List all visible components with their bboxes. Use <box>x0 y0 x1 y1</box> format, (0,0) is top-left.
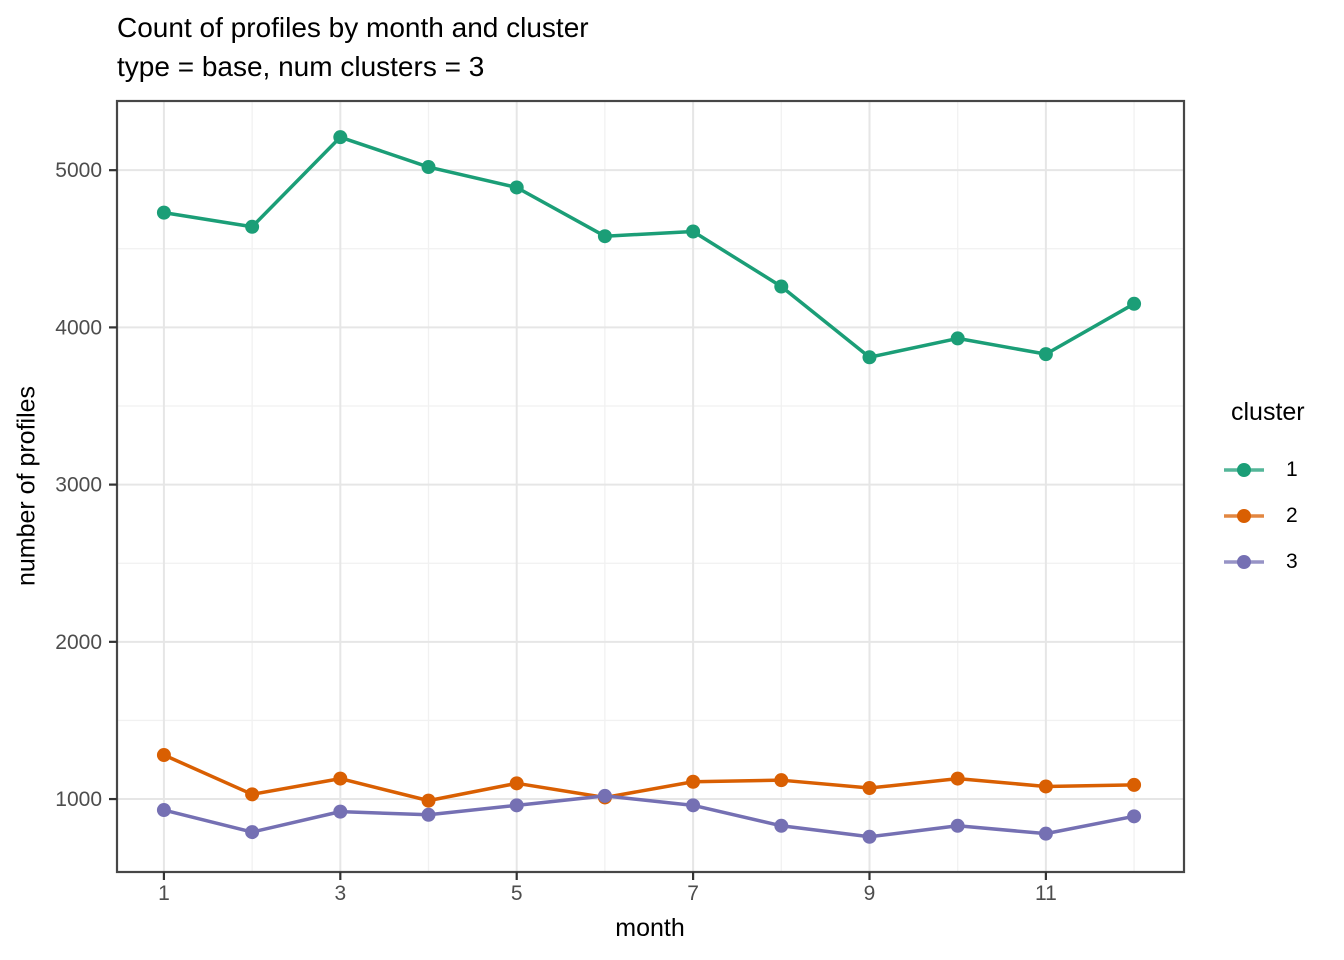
axis-tick-labels: 1 3 5 7 9 11 1000 2000 3000 4000 5000 <box>55 159 1057 905</box>
data-point <box>245 787 260 802</box>
y-tick-label: 3000 <box>55 474 102 497</box>
x-tick-label: 3 <box>334 882 346 905</box>
data-point <box>862 829 877 844</box>
y-tick-label: 4000 <box>55 316 102 339</box>
legend: cluster 1 2 3 <box>1224 398 1344 585</box>
series-line-2 <box>162 753 1136 803</box>
data-point <box>597 788 612 803</box>
legend-items: 1 2 3 <box>1224 447 1344 585</box>
data-point <box>509 798 524 813</box>
x-tick-label: 5 <box>511 882 523 905</box>
legend-title: cluster <box>1231 398 1305 426</box>
data-point <box>686 798 701 813</box>
data-point <box>156 748 171 763</box>
data-point <box>333 771 348 786</box>
series-1 <box>156 130 1142 365</box>
data-point <box>1038 347 1053 362</box>
series-line-1 <box>162 135 1136 360</box>
axis-ticks <box>109 169 1047 880</box>
legend-item-label: 3 <box>1286 550 1298 573</box>
data-point <box>1038 779 1053 794</box>
data-point <box>421 793 436 808</box>
data-point <box>950 771 965 786</box>
x-tick-label: 1 <box>158 882 170 905</box>
x-tick-label: 9 <box>864 882 876 905</box>
series-3 <box>156 788 1142 844</box>
grid-minor <box>117 101 1184 872</box>
data-point <box>1038 826 1053 841</box>
data-point <box>333 804 348 819</box>
data-point <box>774 773 789 788</box>
data-point <box>245 219 260 234</box>
y-tick-label: 2000 <box>55 631 102 654</box>
data-point <box>774 279 789 294</box>
data-point <box>774 818 789 833</box>
data-point <box>950 818 965 833</box>
legend-item-label: 2 <box>1286 504 1298 527</box>
data-point <box>509 180 524 195</box>
data-point <box>421 160 436 175</box>
legend-key-icon <box>1224 509 1264 523</box>
data-point <box>1127 296 1142 311</box>
x-axis-title: month <box>615 914 685 942</box>
data-point <box>686 224 701 239</box>
data-point <box>862 781 877 796</box>
data-point <box>1127 777 1142 792</box>
y-tick-label: 5000 <box>55 159 102 182</box>
legend-item-label: 1 <box>1286 458 1298 481</box>
y-tick-label: 1000 <box>55 788 102 811</box>
data-point <box>686 774 701 789</box>
data-point <box>421 807 436 822</box>
x-tick-label: 11 <box>1035 882 1057 905</box>
data-point <box>597 229 612 244</box>
chart-subtitle: type = base, num clusters = 3 <box>117 51 485 82</box>
panel-border <box>115 99 1186 874</box>
data-point <box>862 350 877 365</box>
data-point <box>156 205 171 220</box>
y-axis-title: number of profiles <box>12 385 41 587</box>
data-point <box>333 130 348 145</box>
legend-key-icon <box>1224 555 1264 569</box>
grid-major <box>117 101 1184 872</box>
data-point <box>509 776 524 791</box>
data-point <box>1127 809 1142 824</box>
legend-item-3: 3 <box>1224 539 1344 585</box>
legend-key-icon <box>1224 463 1264 477</box>
chart-title: Count of profiles by month and cluster <box>117 12 589 43</box>
data-point <box>156 803 171 818</box>
series-line-3 <box>162 794 1136 839</box>
x-tick-label: 7 <box>687 882 699 905</box>
data-point <box>950 331 965 346</box>
data-point <box>245 825 260 840</box>
legend-item-1: 1 <box>1224 447 1344 493</box>
legend-item-2: 2 <box>1224 493 1344 539</box>
